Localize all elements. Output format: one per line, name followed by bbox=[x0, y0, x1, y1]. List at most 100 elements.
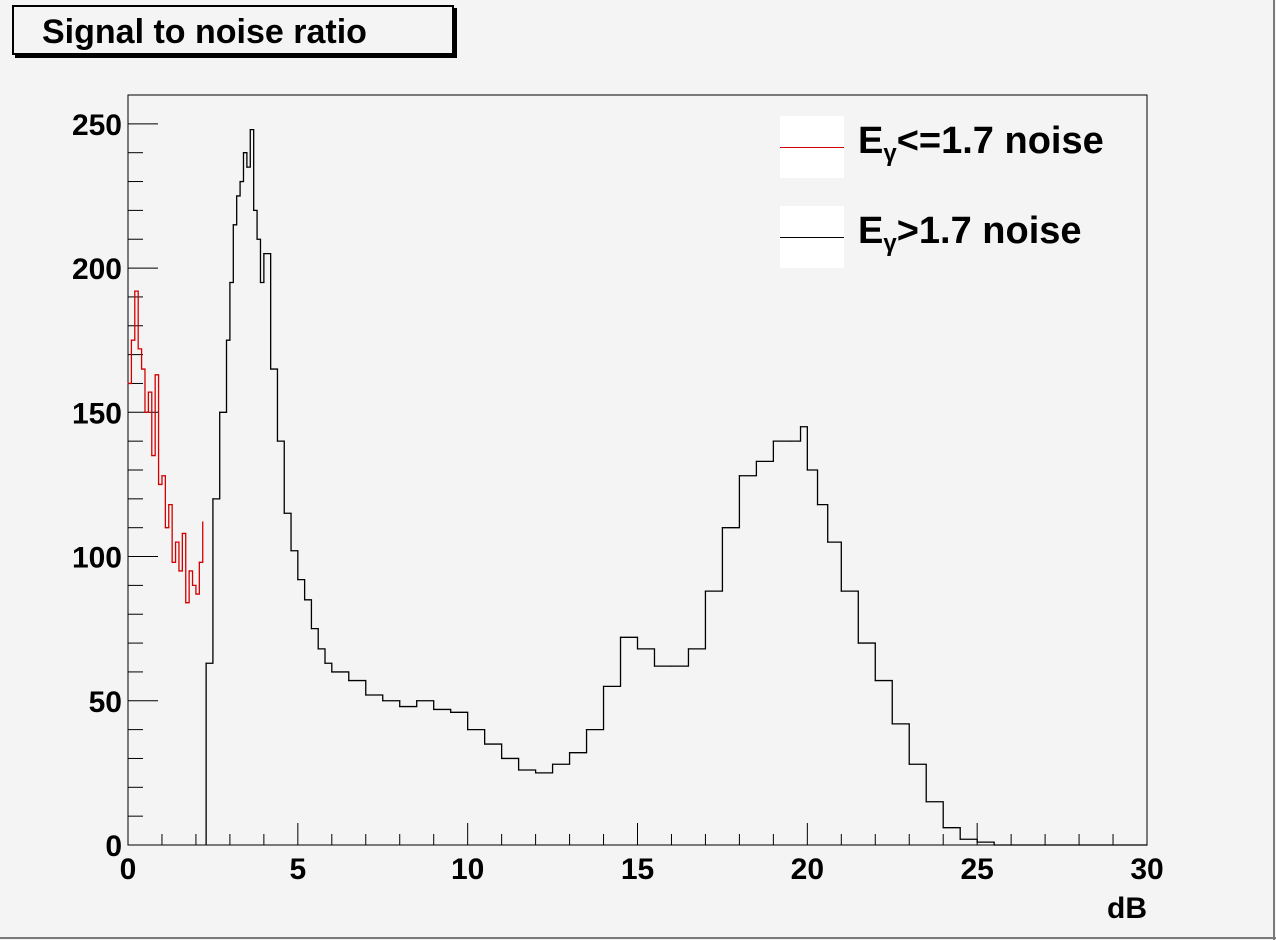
data-point bbox=[239, 180, 241, 183]
x-tick-label: 5 bbox=[289, 853, 306, 886]
data-point bbox=[205, 662, 207, 664]
data-point bbox=[249, 129, 251, 131]
y-tick-label: 200 bbox=[72, 253, 122, 286]
data-point bbox=[1044, 844, 1046, 846]
data-point bbox=[925, 801, 927, 803]
data-point bbox=[942, 827, 944, 829]
data-point bbox=[130, 339, 132, 341]
data-point bbox=[157, 483, 160, 486]
legend-label-low: Eγ<=1.7 noise bbox=[858, 120, 1104, 167]
data-point bbox=[585, 729, 588, 731]
data-point bbox=[144, 411, 146, 413]
data-point bbox=[484, 743, 486, 745]
y-tick-label: 0 bbox=[105, 830, 122, 863]
data-point bbox=[827, 541, 829, 543]
data-point bbox=[147, 391, 149, 393]
chart-title-box: Signal to noise ratio bbox=[12, 5, 454, 55]
data-point bbox=[297, 579, 299, 581]
data-point bbox=[171, 561, 173, 563]
data-point bbox=[857, 642, 859, 644]
data-point bbox=[188, 570, 190, 572]
data-point bbox=[151, 454, 153, 457]
x-tick-label: 25 bbox=[960, 853, 993, 886]
data-point bbox=[382, 700, 384, 702]
data-point bbox=[137, 348, 139, 350]
data-point bbox=[134, 290, 136, 292]
data-point bbox=[670, 665, 673, 667]
data-point bbox=[399, 705, 401, 708]
data-point bbox=[535, 772, 537, 774]
data-point bbox=[433, 708, 435, 711]
data-point bbox=[365, 694, 367, 696]
x-tick-label: 20 bbox=[791, 853, 824, 886]
data-point bbox=[242, 152, 245, 154]
data-point bbox=[127, 382, 129, 385]
data-point bbox=[755, 460, 757, 462]
x-tick-label: 10 bbox=[451, 853, 484, 886]
data-point bbox=[653, 665, 656, 667]
axis-ticks bbox=[127, 123, 1148, 846]
data-point bbox=[178, 570, 180, 572]
legend-line-low bbox=[780, 147, 844, 148]
axis-tick-labels: 0 5 10 15 20 25 30 0 50 100 150 200 250 bbox=[72, 109, 1164, 886]
x-tick-label: 30 bbox=[1130, 853, 1163, 886]
data-point bbox=[290, 550, 292, 552]
x-axis-label: dB bbox=[1107, 892, 1147, 925]
y-tick-label: 100 bbox=[72, 542, 122, 575]
data-point bbox=[721, 527, 724, 529]
chart-title: Signal to noise ratio bbox=[42, 13, 367, 51]
data-point bbox=[259, 281, 262, 284]
data-point bbox=[181, 532, 183, 535]
data-point bbox=[799, 426, 802, 428]
data-point bbox=[551, 763, 554, 765]
data-point bbox=[908, 763, 910, 765]
data-point bbox=[518, 769, 520, 771]
data-point bbox=[310, 628, 313, 630]
data-point bbox=[253, 209, 255, 211]
data-point bbox=[202, 521, 204, 523]
data-point bbox=[304, 599, 306, 601]
data-point bbox=[636, 648, 639, 650]
data-point bbox=[840, 590, 842, 592]
data-point bbox=[198, 561, 200, 563]
data-point bbox=[1010, 844, 1012, 846]
data-point bbox=[976, 841, 978, 843]
y-tick-label: 150 bbox=[72, 397, 122, 430]
data-point bbox=[806, 469, 808, 471]
data-point bbox=[467, 729, 469, 731]
data-point bbox=[1112, 844, 1114, 846]
legend-label-high: Eγ>1.7 noise bbox=[858, 210, 1082, 257]
data-point bbox=[232, 224, 234, 226]
data-point bbox=[568, 752, 571, 754]
data-point bbox=[816, 504, 819, 506]
data-point bbox=[236, 195, 238, 197]
plot-frame bbox=[127, 94, 1148, 846]
data-point bbox=[212, 498, 214, 500]
data-point bbox=[993, 844, 995, 846]
data-point bbox=[416, 700, 418, 702]
data-point bbox=[195, 593, 197, 595]
data-point bbox=[772, 440, 774, 442]
data-point bbox=[225, 339, 228, 341]
y-tick-label: 250 bbox=[72, 109, 122, 142]
data-point bbox=[174, 541, 177, 543]
data-point bbox=[154, 374, 156, 376]
data-point bbox=[874, 679, 876, 682]
legend-swatch-high bbox=[780, 206, 844, 268]
data-point bbox=[185, 602, 187, 604]
data-point bbox=[331, 671, 333, 673]
data-point bbox=[219, 411, 221, 413]
data-point bbox=[704, 590, 707, 592]
data-point bbox=[270, 368, 272, 370]
data-point bbox=[140, 368, 143, 370]
x-tick-label: 15 bbox=[621, 853, 654, 886]
data-point bbox=[450, 711, 452, 713]
legend-line-high bbox=[780, 237, 844, 238]
x-tick-label: 0 bbox=[120, 853, 137, 886]
data-point bbox=[348, 679, 350, 682]
data-point bbox=[256, 238, 258, 240]
data-point bbox=[619, 636, 622, 638]
data-point bbox=[229, 281, 231, 284]
